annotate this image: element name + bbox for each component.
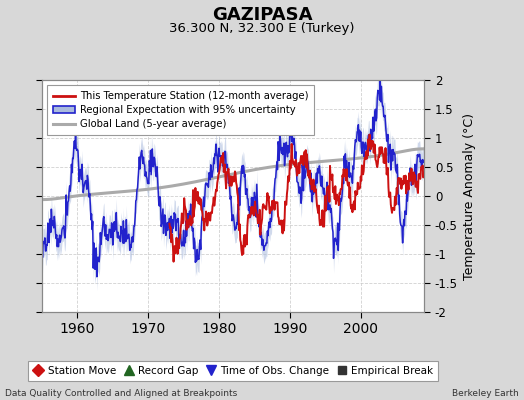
Y-axis label: Temperature Anomaly (°C): Temperature Anomaly (°C) (463, 112, 476, 280)
Text: Data Quality Controlled and Aligned at Breakpoints: Data Quality Controlled and Aligned at B… (5, 389, 237, 398)
Text: GAZIPASA: GAZIPASA (212, 6, 312, 24)
Text: Berkeley Earth: Berkeley Earth (452, 389, 519, 398)
Text: 36.300 N, 32.300 E (Turkey): 36.300 N, 32.300 E (Turkey) (169, 22, 355, 35)
Legend: Station Move, Record Gap, Time of Obs. Change, Empirical Break: Station Move, Record Gap, Time of Obs. C… (28, 361, 439, 381)
